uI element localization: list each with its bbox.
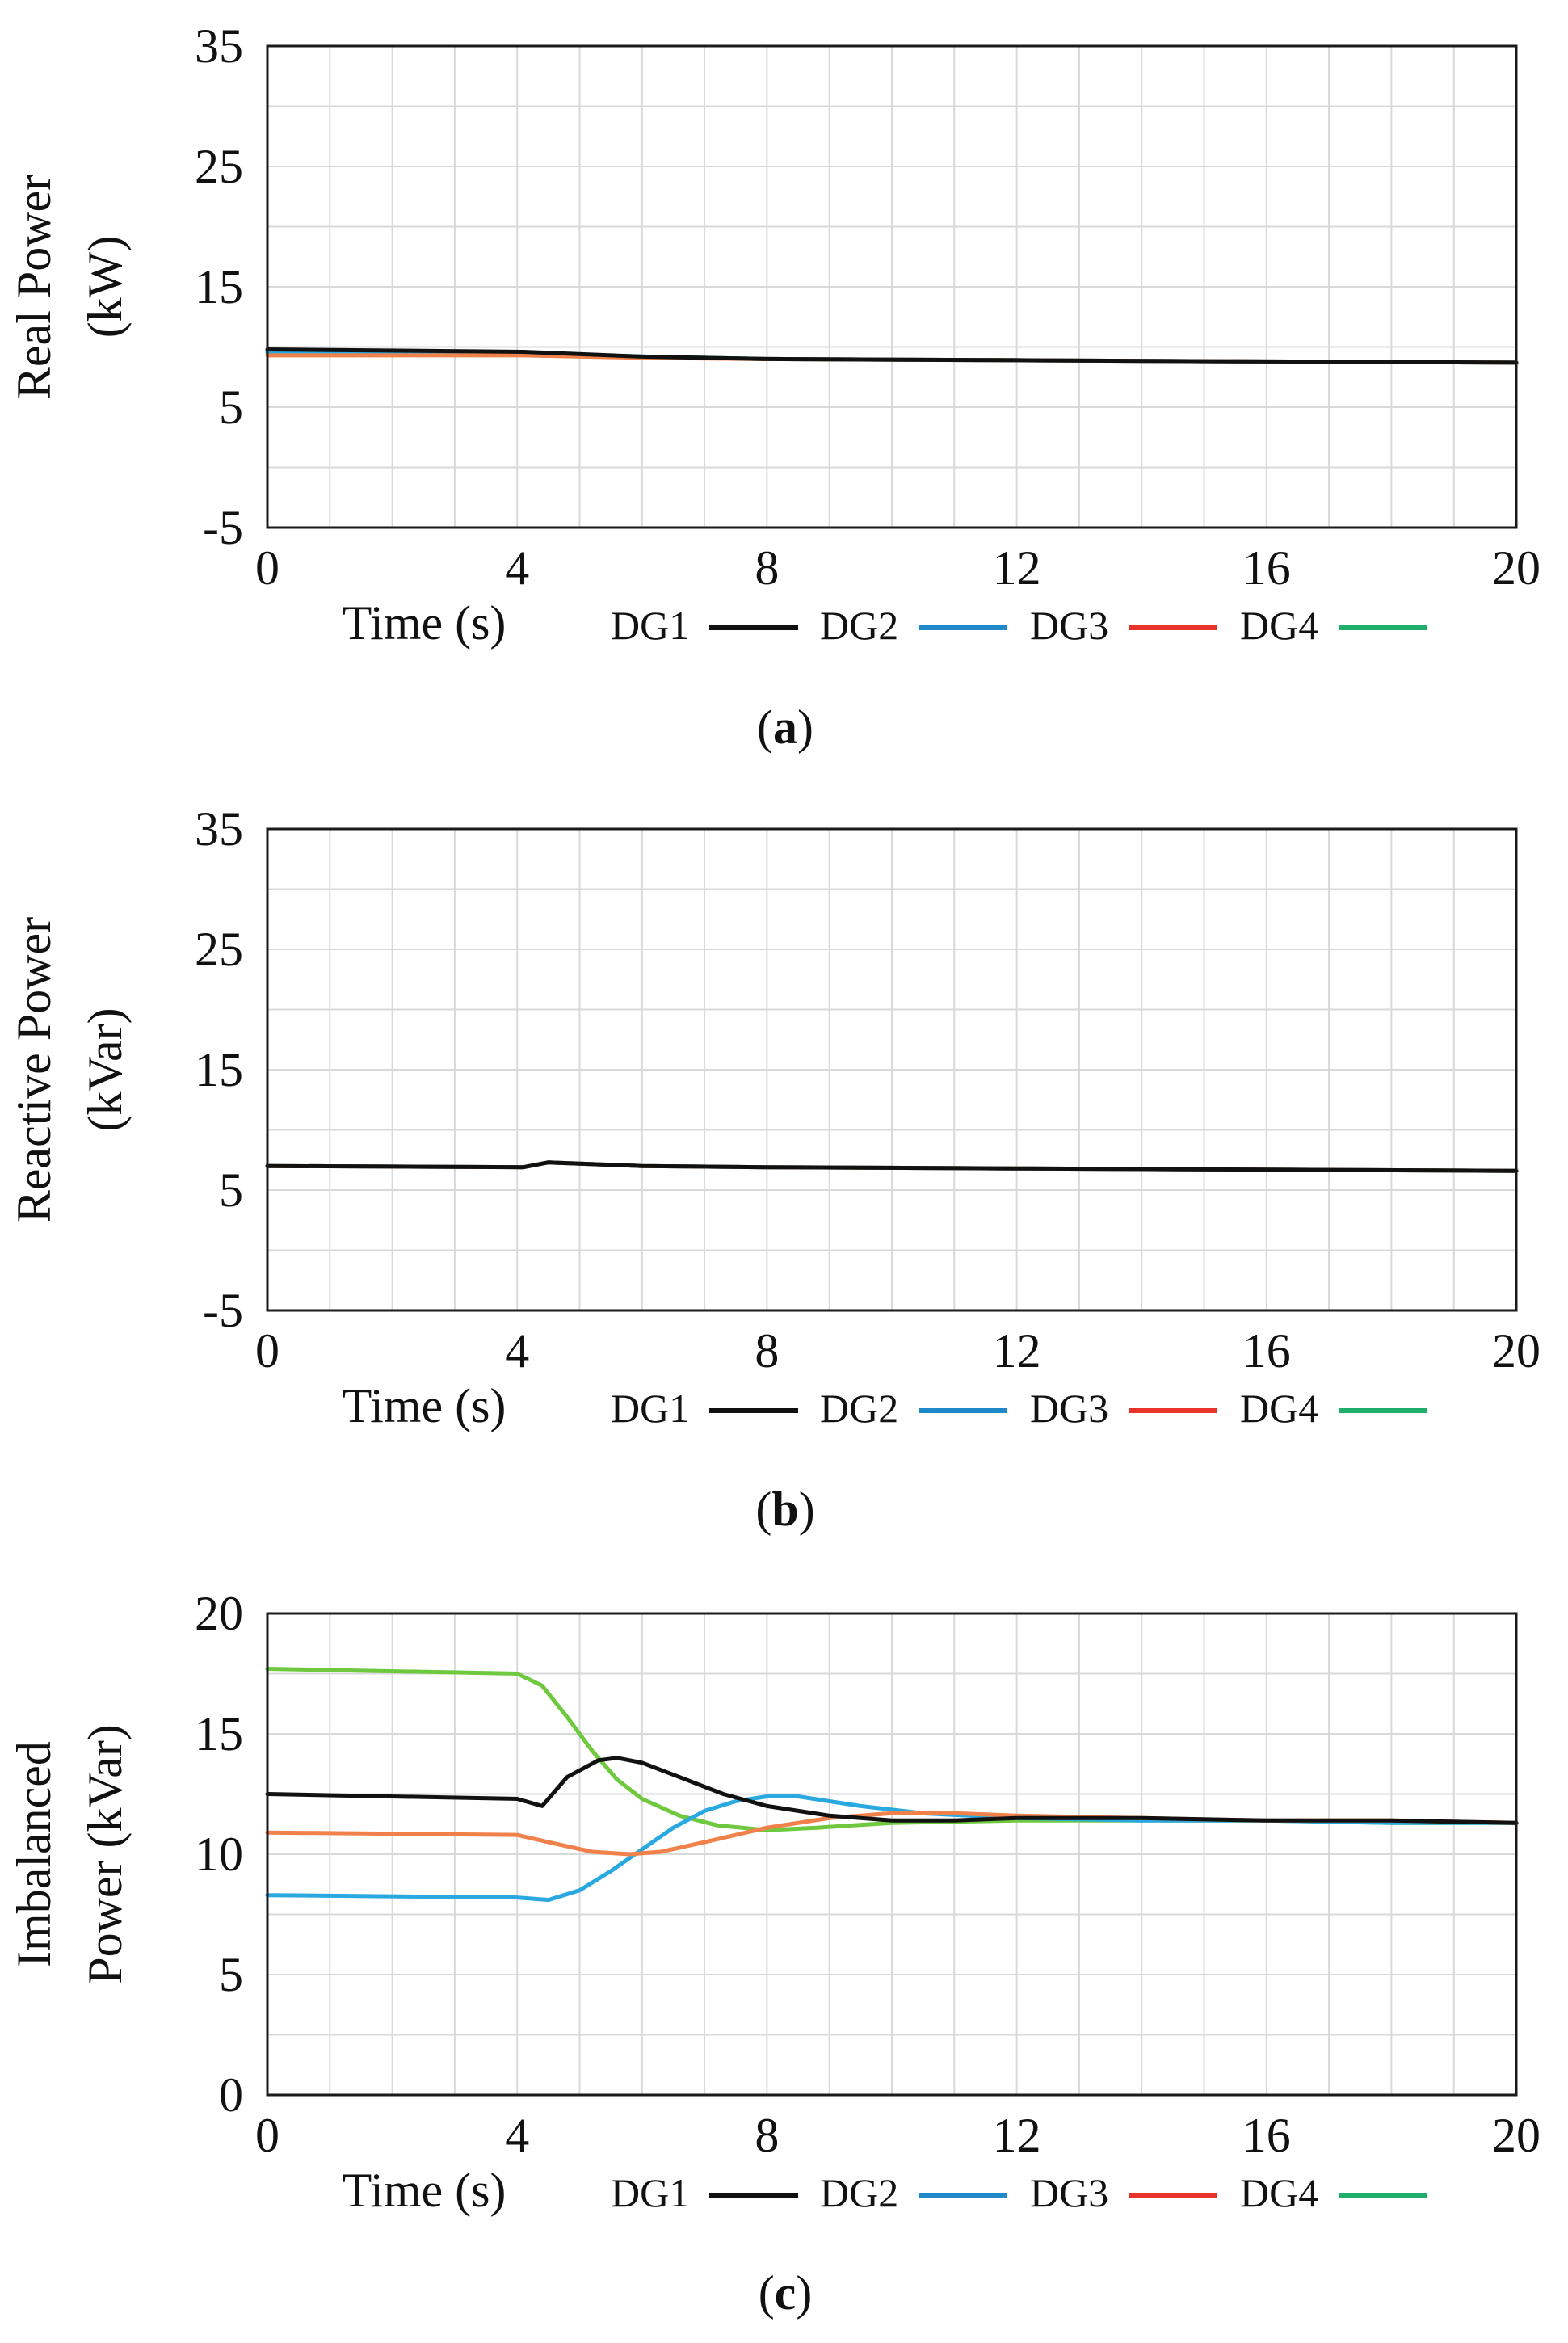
legend-label-dg1: DG1 [611,603,689,648]
series-line-dg1 [265,347,1519,365]
x-tick-label: 4 [505,541,529,595]
chart-panel-c: 0 5 10 15 20 0 4 8 12 16 20 Imbalanced Power (kVar) T… [7,1587,1541,2320]
legend-label-dg1: DG1 [611,2170,689,2215]
y-tick-label: 25 [195,923,243,976]
x-tick-label: 0 [255,2109,280,2162]
series-line-dg1 [265,1756,1519,1825]
panel-label-close-paren: ) [797,700,813,754]
y-axis-title-line-1: Real Power [7,175,61,399]
legend-label-dg3: DG3 [1030,2170,1108,2215]
y-axis-title-line-1: Reactive Power [7,917,61,1222]
x-axis-title: Time (s) [343,2164,507,2217]
legend-label-dg3: DG3 [1030,1386,1108,1431]
x-axis-title: Time (s) [343,1379,507,1432]
plot-frame [266,1612,1518,2097]
legend-label-dg1: DG1 [611,1386,689,1431]
panel-label-letter: b [771,1483,798,1536]
x-tick-label: 16 [1242,1324,1291,1378]
legend-label-dg2: DG2 [820,1386,898,1431]
legend-label-dg2: DG2 [820,603,898,648]
y-axis-title-line-1: Imbalanced [7,1741,61,1967]
legend-label-dg4: DG4 [1240,2170,1318,2215]
y-axis-title-line-2: (kW) [78,236,132,339]
x-tick-label: 12 [993,1324,1041,1378]
x-tick-label: 8 [755,2109,779,2162]
y-tick-label: 0 [219,2068,243,2122]
panel-label-close-paren: ) [799,1483,815,1536]
x-tick-label: 4 [505,1324,529,1378]
legend-label-dg3: DG3 [1030,603,1108,648]
y-tick-label: 5 [219,381,243,434]
x-tick-label: 0 [255,1324,280,1378]
y-tick-label: 15 [195,1043,243,1096]
y-tick-label: 5 [219,1948,243,2001]
x-tick-label: 0 [255,541,280,595]
panel-label-open-paren: ( [755,1483,771,1536]
series-line-dg1 [265,1160,1519,1173]
x-axis-title: Time (s) [343,596,507,650]
x-tick-label: 20 [1492,1324,1541,1378]
y-tick-label: 35 [195,802,243,856]
y-tick-label: 5 [219,1163,243,1217]
x-tick-label: 20 [1492,2109,1541,2162]
x-tick-label: 20 [1492,541,1541,595]
x-tick-label: 16 [1242,541,1291,595]
x-tick-label: 12 [993,2109,1041,2162]
y-tick-label: 20 [195,1587,243,1640]
y-tick-label: 10 [195,1828,243,1881]
legend-label-dg4: DG4 [1240,603,1318,648]
x-tick-label: 4 [505,2109,529,2162]
y-tick-label: -5 [203,501,243,554]
legend-label-dg4: DG4 [1240,1386,1318,1431]
y-axis-title-line-2: Power (kVar) [78,1724,132,1984]
chart-panel-a: -5 5 15 25 35 0 4 8 12 16 20 Real Power (kW) Time (s)… [7,19,1541,754]
chart-panel-b: -5 5 15 25 35 0 4 8 12 16 20 Reactive Power (kVar) Ti… [7,802,1541,1536]
y-tick-label: 15 [195,260,243,313]
y-tick-label: 25 [195,140,243,193]
panel-label-open-paren: ( [759,2266,775,2320]
plot-frame [266,44,1518,529]
y-tick-label: 35 [195,19,243,73]
panel-label-letter: c [775,2266,797,2320]
x-tick-label: 8 [755,541,779,595]
panel-label-letter: a [773,700,797,754]
panel-label: (a) [757,700,813,754]
panel-label-open-paren: ( [757,700,773,754]
plot-frame [266,827,1518,1312]
panel-label: (c) [759,2266,813,2320]
y-tick-label: 15 [195,1707,243,1760]
x-tick-label: 12 [993,541,1041,595]
panel-label-close-paren: ) [796,2266,812,2320]
legend-label-dg2: DG2 [820,2170,898,2215]
y-axis-title-line-2: (kVar) [78,1007,132,1131]
panel-label: (b) [755,1483,814,1536]
x-tick-label: 8 [755,1324,779,1378]
x-tick-label: 16 [1242,2109,1291,2162]
y-tick-label: -5 [203,1284,243,1337]
